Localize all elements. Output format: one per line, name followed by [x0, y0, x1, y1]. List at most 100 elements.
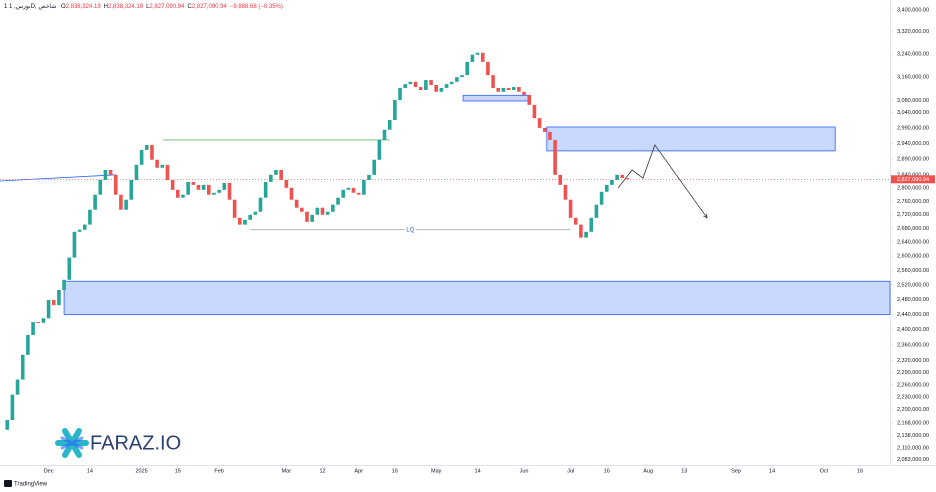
candle-body [599, 191, 604, 205]
faraz-logo [55, 428, 89, 458]
candle-body [537, 118, 542, 128]
candle-body [604, 184, 609, 192]
y-tick-label: 2,800,000.00 [897, 186, 929, 192]
candle-body [238, 217, 242, 225]
y-tick-label: 2,760,000.00 [897, 199, 929, 205]
candle-body [155, 159, 159, 168]
x-tick-label: 2025 [135, 468, 147, 474]
candle-body [253, 211, 258, 215]
brand: TradingView [14, 482, 48, 488]
candle-body [134, 164, 139, 181]
candle-body [511, 87, 516, 91]
candle-body [553, 139, 557, 175]
candle-body [408, 81, 413, 85]
candle-body [77, 229, 82, 232]
candle-body [119, 194, 123, 210]
candle-body [527, 95, 532, 105]
candle-body [98, 180, 103, 195]
candle-body [439, 87, 444, 92]
legend-value: 2,838,324.19 [108, 4, 144, 10]
y-tick-label: 2,138,000.00 [897, 433, 929, 439]
candle-body [470, 54, 475, 62]
watermark: FARAZ.IO [90, 432, 181, 454]
candle-body [532, 104, 537, 119]
line-label-bg [404, 226, 417, 234]
candle-body [294, 199, 299, 208]
candle-body [41, 318, 46, 323]
candle-body [496, 87, 501, 92]
candle-body [31, 322, 35, 336]
candle-body [191, 181, 196, 185]
x-tick-label: Aug [643, 468, 653, 474]
y-tick-label: 2,290,000.00 [897, 370, 929, 376]
candle-body [263, 181, 268, 198]
x-tick-label: 16 [857, 468, 863, 474]
candle-body [346, 187, 351, 190]
candle-body [315, 207, 320, 215]
candle-body [558, 174, 563, 185]
candle-body [486, 61, 490, 76]
legend-value: 2,827,090.94 [191, 4, 227, 10]
y-tick-label: 2,400,000.00 [897, 327, 929, 333]
candle-body [372, 159, 376, 175]
candle-body [165, 164, 170, 181]
candle-body [480, 52, 485, 62]
candle-body [501, 87, 506, 92]
candle-body [300, 207, 304, 212]
candle-body [589, 217, 594, 232]
candle-body [398, 87, 402, 101]
candle-body [93, 194, 97, 210]
candle-body [160, 164, 165, 168]
candle-body [289, 187, 294, 200]
candle-body [196, 184, 201, 190]
candle-body [320, 207, 325, 215]
candle-body [62, 279, 66, 290]
candle-body [625, 178, 630, 180]
candle-body [269, 174, 273, 182]
y-tick-label: 2,680,000.00 [897, 226, 929, 232]
candle-body [403, 84, 408, 88]
y-tick-label: 2,520,000.00 [897, 282, 929, 288]
candle-body [258, 197, 263, 212]
candle-body [351, 187, 356, 193]
candle-body [274, 169, 278, 175]
candle-body [72, 231, 77, 258]
drawing-line [617, 144, 708, 219]
zone [462, 94, 531, 102]
x-tick-label: 14 [87, 468, 93, 474]
y-tick-label: 2,890,000.00 [897, 157, 929, 163]
candle-body [568, 199, 573, 218]
x-tick-label: 14 [769, 468, 775, 474]
candle-body [139, 149, 144, 165]
y-tick-label: 3,040,000.00 [897, 110, 929, 116]
candle-body [88, 209, 92, 225]
candle-body [284, 180, 289, 188]
candle-body [584, 231, 588, 238]
zone [546, 126, 836, 152]
y-tick-label: 2,200,000.00 [897, 407, 929, 413]
candle-body [336, 197, 340, 205]
y-tick-label: 2,940,000.00 [897, 141, 929, 147]
candle-body [108, 169, 113, 175]
candle-body [20, 354, 25, 380]
candle-body [434, 85, 439, 92]
y-tick-label: 2,640,000.00 [897, 240, 929, 246]
candle-body [429, 80, 433, 86]
candle-body [15, 379, 20, 395]
x-tick-label: 16 [392, 468, 398, 474]
candle-body [455, 77, 459, 82]
candle-body [491, 75, 495, 88]
y-tick-label: 2,480,000.00 [897, 297, 929, 303]
candle-body [579, 224, 583, 238]
x-tick-label: Jun [520, 468, 529, 474]
candle-body [170, 180, 175, 190]
candle-body [150, 144, 154, 160]
candle-body [310, 214, 314, 222]
y-tick-label: 2,320,000.00 [897, 358, 929, 364]
x-tick-label: 14 [474, 468, 480, 474]
candle-body [5, 420, 10, 430]
candle-body [506, 87, 511, 91]
candle-body [144, 144, 149, 150]
candle-body [227, 182, 232, 200]
